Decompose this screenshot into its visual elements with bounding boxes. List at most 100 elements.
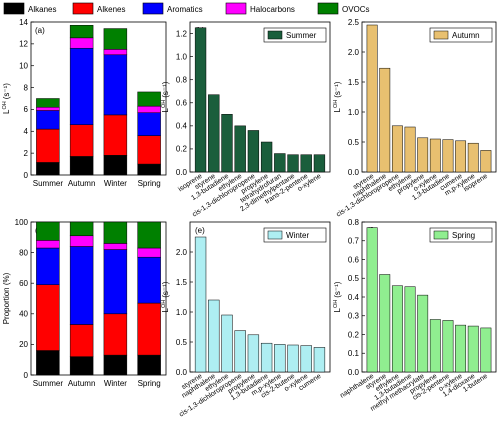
series-legend-label: Winter <box>286 231 309 240</box>
stacked-bar-segment <box>36 98 60 108</box>
y-tick-label: 4 <box>24 127 29 136</box>
stacked-bar-segment <box>69 47 94 125</box>
y-tick-label: 0.6 <box>348 255 360 264</box>
y-axis-label: LOH(s⁻¹) <box>333 281 342 312</box>
bar <box>208 299 220 373</box>
bar <box>234 125 246 173</box>
bar <box>404 286 416 373</box>
bar <box>429 319 441 373</box>
stacked-bar-segment <box>103 114 128 156</box>
legend-swatch-alkanes <box>3 2 25 15</box>
stacked-bar-segment <box>36 221 60 241</box>
bar <box>313 347 326 373</box>
bar <box>442 139 454 173</box>
stacked-bar-segment <box>36 284 60 351</box>
y-tick-label: 1.2 <box>176 29 188 38</box>
stacked-bar-segment <box>69 37 94 49</box>
bar <box>221 114 233 173</box>
bar <box>260 141 273 173</box>
bar <box>442 320 454 373</box>
panel-c-autumn-top10-chart: 0.00.51.01.52.02.5(c)LOH(s⁻¹)Autumnstyre… <box>333 18 497 219</box>
y-tick-label: 100 <box>15 218 29 227</box>
y-tick-label: 6 <box>24 105 29 114</box>
y-tick-label: 2.0 <box>348 48 360 57</box>
y-tick-label: 80 <box>19 248 28 257</box>
x-tick-label: Summer <box>33 379 64 388</box>
stacked-bar-segment <box>36 247 60 285</box>
panel-e-winter-top10-chart: 0.00.51.01.52.0(e)LOH(s⁻¹)Winterstyrenen… <box>161 221 331 419</box>
y-tick-label: 2.0 <box>176 248 188 257</box>
bar <box>274 153 286 173</box>
y-axis-label: Proportion (%) <box>2 272 11 324</box>
plot-frame <box>30 21 167 176</box>
y-tick-label: 0.3 <box>348 312 360 321</box>
bar <box>391 125 403 173</box>
stacked-bar-segment <box>103 28 128 50</box>
y-tick-label: 0.0 <box>348 368 360 377</box>
stacked-bar-segment <box>137 135 161 165</box>
bar <box>391 285 403 373</box>
plot-frame <box>189 221 331 373</box>
bar <box>287 154 299 173</box>
series-legend-swatch <box>433 30 449 40</box>
y-tick-label: 0.5 <box>348 274 360 283</box>
bar <box>417 294 429 373</box>
stacked-bar-segment <box>137 302 161 356</box>
y-tick-label: 2.5 <box>348 18 360 27</box>
x-tick-label: Winter <box>104 379 127 388</box>
stacked-bar-segment <box>36 110 60 130</box>
bar <box>467 325 479 373</box>
y-tick-label: 10 <box>19 62 28 71</box>
bar <box>247 334 260 373</box>
stacked-bar-segment <box>137 247 161 258</box>
y-tick-label: 0.8 <box>348 218 360 227</box>
panel-b-summer-top10-chart: 0.00.20.40.60.81.01.2(b)LOH(s⁻¹)Summeris… <box>161 21 331 219</box>
panel-label: (a) <box>35 26 45 35</box>
bar <box>455 140 467 173</box>
stacked-bar-segment <box>69 221 94 237</box>
x-tick-label: Autumn <box>68 379 96 388</box>
y-tick-label: 0.0 <box>176 168 188 177</box>
x-tick-label: Spring <box>138 379 161 388</box>
y-axis-label: LOH(s⁻¹) <box>333 81 342 112</box>
legend-label-ovocs: OVOCs <box>342 5 370 14</box>
y-tick-label: 14 <box>19 18 28 27</box>
y-tick-label: 0.7 <box>348 237 360 246</box>
y-axis-label: LOH(s⁻¹) <box>161 81 170 112</box>
y-tick-label: 0.5 <box>348 138 360 147</box>
x-tick-label: Autumn <box>68 179 96 188</box>
x-tick-label: Spring <box>138 179 161 188</box>
y-axis-label: LOH(s⁻¹) <box>161 281 170 312</box>
bar <box>247 130 260 173</box>
y-tick-label: 0.2 <box>176 145 188 154</box>
plot-frame <box>189 21 331 173</box>
panel-f-spring-top10-chart: 0.00.10.20.30.40.50.60.70.8(f)LOH(s⁻¹)Sp… <box>333 218 497 413</box>
y-tick-label: 0.6 <box>176 99 188 108</box>
stacked-bar-segment <box>103 49 128 56</box>
series-legend-swatch <box>267 30 283 40</box>
plot-frame <box>30 221 167 376</box>
panel-a-stacked-lossrate-chart: 0 2 4 6 8 10 12 14 (a) LOH(s⁻¹) Summer Autumn Winter… <box>2 18 167 188</box>
stacked-bar-segment <box>137 221 161 249</box>
y-axis-label: LOH(s⁻¹) <box>2 83 11 114</box>
stacked-bar-segment <box>36 106 60 111</box>
bar <box>300 345 312 373</box>
stacked-bar-segment <box>36 240 60 249</box>
bar <box>455 324 467 373</box>
stacked-bar-segment <box>103 249 128 315</box>
stacked-bar-segment <box>137 91 161 107</box>
y-tick-label: 0 <box>24 371 29 380</box>
y-tick-label: 0.0 <box>348 168 360 177</box>
stacked-bar-segment <box>103 54 128 116</box>
bar <box>260 342 273 373</box>
y-tick-label: 8 <box>24 83 29 92</box>
y-tick-label: 0.4 <box>348 293 360 302</box>
series-legend-swatch <box>267 230 283 240</box>
stacked-bar-segment <box>103 221 128 244</box>
legend-label-alkanes: Alkanes <box>28 5 56 14</box>
series-legend-swatch <box>433 230 449 240</box>
bar <box>429 138 441 173</box>
x-tick-label: Winter <box>104 179 127 188</box>
panel-label: (e) <box>195 226 205 235</box>
